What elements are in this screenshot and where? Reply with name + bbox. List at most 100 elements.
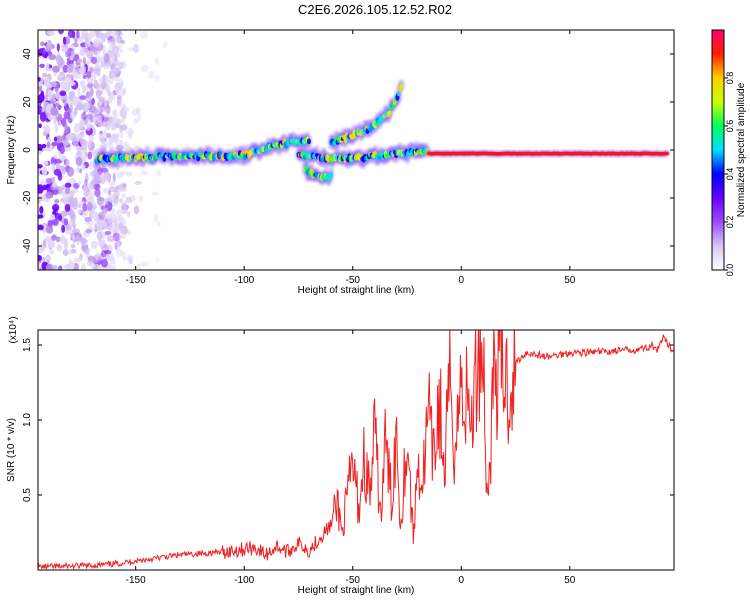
noise-blob — [69, 210, 76, 218]
noise-blob — [133, 43, 139, 54]
noise-blob — [53, 115, 57, 125]
noise-blob — [54, 123, 59, 133]
noise-blob — [39, 112, 47, 122]
noise-blob — [122, 186, 127, 193]
noise-blob — [59, 145, 65, 155]
colorbar-label: Normalized spectral amplitude — [736, 82, 747, 217]
noise-blob — [79, 47, 86, 57]
noise-blob — [122, 88, 126, 95]
noise-blob — [99, 81, 108, 89]
noise-blob — [156, 220, 161, 228]
noise-blob — [123, 106, 130, 113]
noise-blob — [52, 181, 57, 188]
noise-blob — [118, 61, 124, 70]
noise-blob — [66, 66, 74, 73]
chart-title: C2E6.2026.105.12.52.R02 — [298, 2, 452, 17]
noise-blob — [79, 149, 84, 156]
noise-blob — [85, 103, 91, 109]
noise-blob — [84, 178, 88, 187]
noise-blob — [38, 143, 43, 151]
noise-blob — [38, 262, 41, 270]
noise-blob — [66, 166, 75, 177]
noise-blob — [76, 209, 83, 214]
noise-blob — [73, 123, 81, 134]
noise-blob — [99, 38, 104, 45]
noise-blob — [104, 173, 111, 183]
spectrogram-y-axis-label: Frequency (Hz) — [6, 116, 17, 185]
noise-blob — [87, 32, 95, 39]
snr-y-axis-label: SNR (10 * v/v) — [6, 418, 17, 482]
noise-blob — [54, 87, 59, 93]
noise-blob — [91, 97, 95, 106]
noise-blob — [93, 175, 101, 185]
colorbar-tick-label: 0.4 — [725, 168, 735, 181]
spectrogram-y-tick-label: -40 — [22, 238, 33, 253]
noise-blob — [40, 41, 45, 47]
noise-blob — [101, 140, 108, 146]
noise-blob — [106, 235, 115, 243]
noise-blob — [108, 186, 117, 193]
noise-blob — [47, 30, 55, 36]
noise-blob — [85, 91, 91, 99]
noise-blob — [53, 168, 62, 176]
noise-blob — [128, 46, 134, 52]
noise-blob — [45, 225, 53, 234]
noise-blob — [68, 249, 73, 256]
noise-blob — [134, 180, 143, 186]
noise-blob — [51, 264, 58, 270]
noise-blob — [101, 116, 109, 123]
noise-blob — [70, 243, 76, 249]
noise-blob — [108, 225, 115, 233]
noise-blob — [79, 168, 83, 174]
noise-blob — [110, 72, 116, 80]
ridge-blob — [306, 138, 311, 145]
noise-blob — [75, 156, 83, 167]
noise-blob — [83, 247, 90, 255]
noise-blob — [78, 67, 85, 76]
noise-blob — [65, 82, 71, 89]
noise-blob — [86, 260, 93, 266]
noise-blob — [45, 62, 50, 72]
noise-blob — [43, 125, 48, 131]
noise-blob — [77, 87, 81, 96]
noise-blob — [116, 88, 125, 98]
noise-blob — [89, 87, 94, 97]
noise-blob — [120, 39, 126, 45]
noise-blob — [73, 107, 78, 116]
noise-blob — [104, 231, 112, 236]
noise-blob — [61, 117, 67, 127]
noise-blob — [38, 170, 41, 178]
noise-blob — [52, 65, 60, 73]
noise-blob — [38, 81, 42, 87]
noise-blob — [61, 167, 66, 175]
snr-y-tick-label: 0.5 — [22, 488, 33, 502]
noise-blob — [45, 263, 53, 270]
noise-blob — [38, 224, 44, 231]
noise-blob — [40, 77, 44, 85]
noise-blob — [47, 89, 53, 99]
noise-blob — [65, 73, 74, 79]
noise-blob — [162, 40, 168, 49]
noise-blob — [72, 228, 76, 235]
snr-x-tick-label: -50 — [346, 575, 361, 586]
noise-blob — [154, 74, 160, 82]
noise-blob — [89, 160, 93, 171]
noise-blob — [81, 263, 87, 270]
noise-blob — [140, 64, 149, 73]
ridge-blob — [329, 171, 334, 179]
noise-blob — [45, 191, 53, 199]
noise-blob — [43, 82, 51, 88]
noise-blob — [84, 151, 88, 158]
noise-blob — [103, 64, 110, 70]
noise-blob — [51, 189, 59, 195]
noise-blob — [41, 143, 47, 149]
noise-blob — [125, 171, 133, 177]
noise-blob — [113, 219, 119, 229]
noise-blob — [38, 123, 42, 129]
noise-blob — [140, 170, 149, 176]
noise-blob — [82, 211, 86, 219]
noise-blob — [104, 213, 113, 220]
noise-blob — [63, 239, 69, 247]
noise-blob — [148, 70, 155, 79]
noise-blob — [75, 145, 82, 151]
